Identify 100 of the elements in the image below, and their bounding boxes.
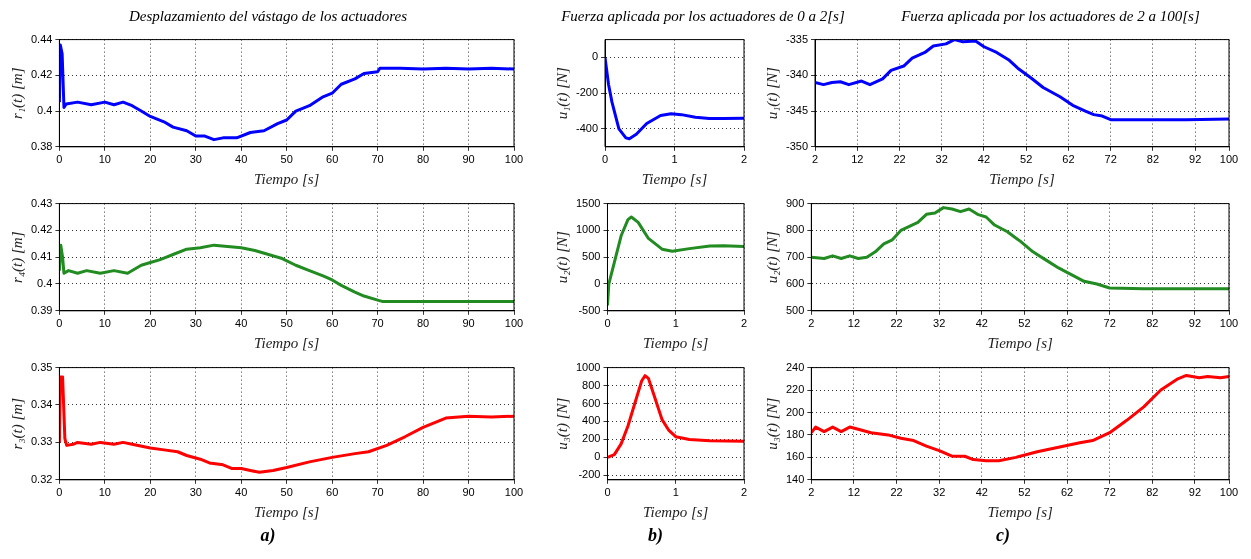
x-tick-label: 32 <box>935 153 948 166</box>
x-tick-label: 50 <box>280 486 293 499</box>
x-tick-label: 0 <box>604 317 611 330</box>
y-tick-label: 0.41 <box>30 250 53 263</box>
x-tick-label: 40 <box>235 317 248 330</box>
x-tick-label: 80 <box>416 486 430 499</box>
x-tick-label: 30 <box>189 153 202 166</box>
x-tick-label: 10 <box>98 317 111 330</box>
y-tick-label: -350 <box>785 139 809 152</box>
x-tick-label: 92 <box>1188 317 1202 330</box>
y-tick-label: -200 <box>575 86 599 99</box>
x-tick-label: 60 <box>326 317 339 330</box>
x-tick-label: 100 <box>1219 486 1239 499</box>
x-tick-label: 1 <box>672 317 679 330</box>
x-tick-label: 22 <box>890 486 903 499</box>
x-axis-title: Tiempo [s] <box>989 170 1055 187</box>
x-tick-label: 20 <box>144 486 157 499</box>
x-tick-label: 32 <box>933 486 946 499</box>
y-tick-label: 0.42 <box>30 68 53 81</box>
x-tick-label: 22 <box>893 153 906 166</box>
x-tick-label: 52 <box>1018 317 1031 330</box>
x-axis-title: Tiempo [s] <box>253 503 320 520</box>
y-tick-label: -500 <box>578 303 601 316</box>
y-tick-label: 0.42 <box>30 223 53 236</box>
y-tick-label: -340 <box>785 68 809 81</box>
y-tick-label: 1000 <box>575 223 601 236</box>
x-tick-label: 70 <box>371 153 384 166</box>
chart-title: Fuerza aplicada por los actuadores de 2 a 100[s] <box>900 8 1201 25</box>
x-tick-label: 72 <box>1103 317 1116 330</box>
y-tick-label: 800 <box>785 223 805 236</box>
y-tick-label: 160 <box>785 450 805 463</box>
y-tick-label: 1000 <box>575 360 601 373</box>
x-tick-label: 100 <box>504 486 524 499</box>
y-tick-label: 700 <box>785 250 805 263</box>
y-tick-label: 900 <box>785 196 805 209</box>
y-tick-label: 0 <box>594 277 601 290</box>
x-tick-label: 60 <box>326 153 339 166</box>
y-axis-title: u₂(t) [N] <box>763 230 781 284</box>
x-tick-label: 100 <box>504 153 524 166</box>
x-axis-title: Tiempo [s] <box>253 170 320 187</box>
y-tick-label: -200 <box>578 468 601 481</box>
x-axis-title: Tiempo [s] <box>643 334 709 351</box>
x-tick-label: 62 <box>1060 317 1074 330</box>
y-tick-label: 0 <box>594 450 601 463</box>
x-tick-label: 70 <box>371 317 384 330</box>
x-tick-label: 62 <box>1060 486 1074 499</box>
x-tick-label: 0 <box>56 153 63 166</box>
x-tick-label: 32 <box>933 317 946 330</box>
x-tick-label: 82 <box>1146 317 1159 330</box>
x-tick-label: 40 <box>235 153 248 166</box>
y-axis-title: u₁(t) [N] <box>763 66 781 120</box>
x-tick-label: 2 <box>811 153 819 166</box>
text: c) <box>995 525 1011 546</box>
x-tick-label: 50 <box>280 317 293 330</box>
x-tick-label: 70 <box>371 486 384 499</box>
text: b) <box>647 525 664 546</box>
x-tick-label: 82 <box>1146 486 1159 499</box>
x-tick-label: 90 <box>462 153 475 166</box>
y-tick-label: 0.38 <box>30 139 53 152</box>
x-tick-label: 10 <box>98 486 111 499</box>
x-tick-label: 60 <box>326 486 339 499</box>
y-axis-title: u₁(t) [N] <box>553 66 571 120</box>
x-tick-label: 62 <box>1062 153 1075 166</box>
x-tick-label: 90 <box>462 486 475 499</box>
x-tick-label: 92 <box>1189 153 1202 166</box>
y-tick-label: 0 <box>591 50 599 63</box>
y-tick-label: 800 <box>582 378 601 391</box>
y-tick-label: 400 <box>582 414 601 427</box>
x-tick-label: 82 <box>1146 153 1160 166</box>
y-tick-label: 200 <box>785 405 805 418</box>
x-tick-label: 12 <box>851 153 864 166</box>
y-tick-label: 600 <box>785 277 805 290</box>
y-tick-label: 0.43 <box>30 196 53 209</box>
y-tick-label: 140 <box>785 472 805 485</box>
y-axis-title: u₃(t) [N] <box>763 397 781 450</box>
y-tick-label: 1500 <box>575 196 601 209</box>
y-tick-label: 500 <box>785 303 805 316</box>
x-tick-label: 2 <box>740 486 748 499</box>
y-tick-label: 240 <box>785 360 805 373</box>
y-axis-title: r₄(t) [m] <box>8 231 26 283</box>
x-tick-label: 2 <box>808 486 815 499</box>
x-tick-label: 100 <box>504 317 524 330</box>
y-axis-title: r₃(t) [m] <box>8 397 26 450</box>
y-tick-label: -335 <box>785 32 809 45</box>
x-tick-label: 2 <box>808 317 815 330</box>
x-tick-label: 1 <box>672 486 679 499</box>
x-tick-label: 30 <box>189 486 202 499</box>
x-tick-label: 0 <box>56 486 63 499</box>
x-axis-title: Tiempo [s] <box>641 170 708 187</box>
x-tick-label: 92 <box>1188 486 1202 499</box>
x-tick-label: 42 <box>977 153 991 166</box>
chart-title: Desplazamiento del vástago de los actuadores <box>127 8 409 25</box>
y-axis-title: u₂(t) [N] <box>553 230 571 284</box>
y-tick-label: 0.39 <box>30 303 53 316</box>
x-tick-label: 100 <box>1219 153 1239 166</box>
y-axis-title: r₁(t) [m] <box>8 67 26 119</box>
x-axis-title: Tiempo [s] <box>987 334 1054 351</box>
x-tick-label: 40 <box>235 486 248 499</box>
y-tick-label: 0.4 <box>37 277 53 290</box>
y-axis-title: u₃(t) [N] <box>553 397 571 450</box>
